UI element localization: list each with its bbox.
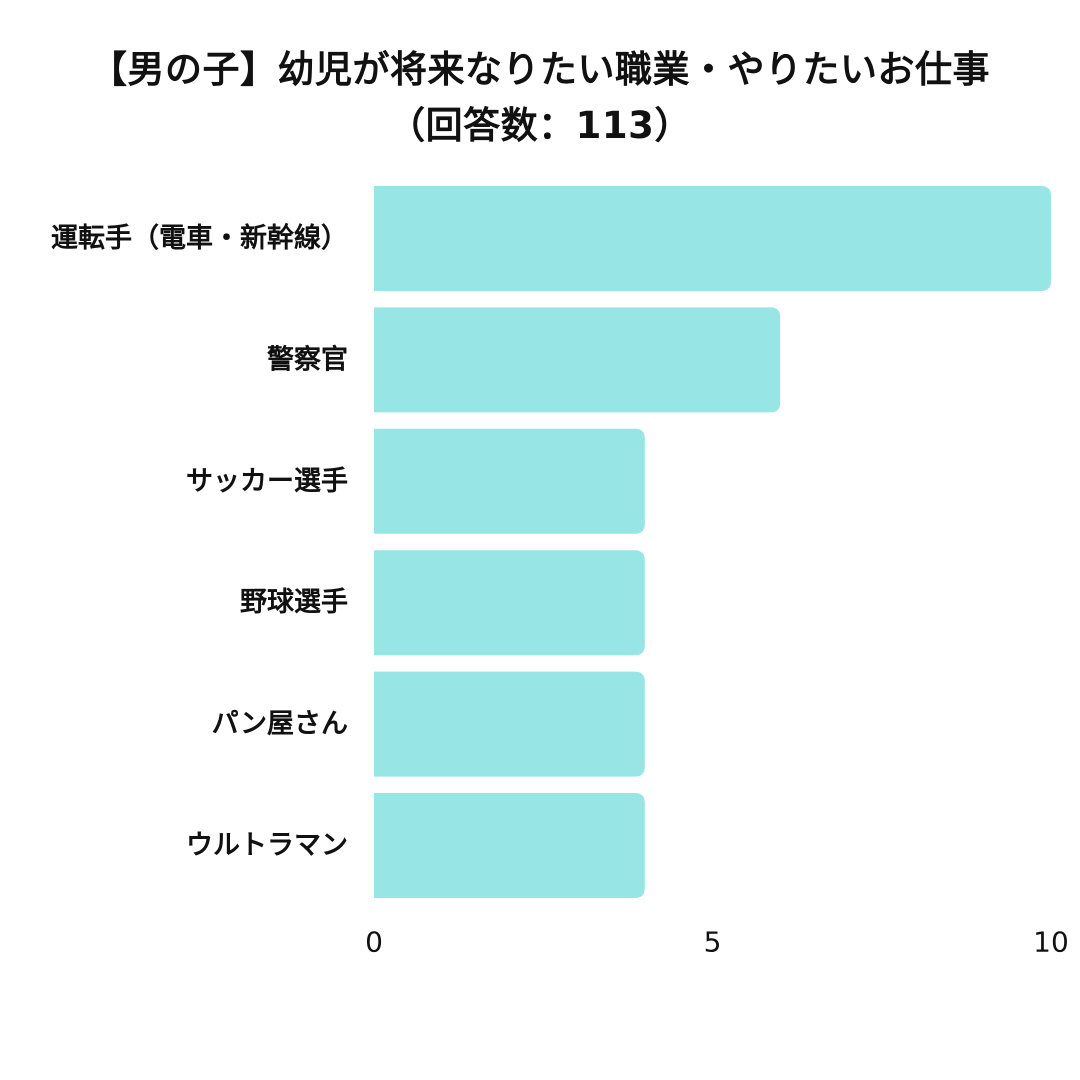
bar-2 <box>374 307 781 413</box>
x-tick-label-1: 0 <box>365 926 383 959</box>
bar-6 <box>374 793 645 898</box>
chart-subtitle: （回答数：113） <box>388 104 692 147</box>
x-tick-label-3: 10 <box>1033 926 1069 959</box>
x-axis-ticks-layer: 0 5 10 <box>365 926 1069 959</box>
category-label-5: パン屋さん <box>212 709 348 740</box>
bar-5 <box>374 671 645 777</box>
x-tick-label-2: 5 <box>704 926 722 959</box>
chart-title-block: 【男の子】幼児が将来なりたい職業・やりたいお仕事 （回答数：113） <box>0 42 1080 154</box>
bars-layer <box>374 186 1051 898</box>
category-label-1: 運転手（電車・新幹線） <box>51 222 348 254</box>
category-label-4: 野球選手 <box>240 587 348 618</box>
bar-3 <box>374 428 645 534</box>
category-label-6: ウルトラマン <box>186 830 348 861</box>
bar-4 <box>374 550 645 656</box>
bar-1 <box>374 186 1051 291</box>
category-label-3: サッカー選手 <box>186 466 348 497</box>
category-label-2: 警察官 <box>267 343 348 375</box>
chart-title: 【男の子】幼児が将来なりたい職業・やりたいお仕事 <box>90 48 990 91</box>
